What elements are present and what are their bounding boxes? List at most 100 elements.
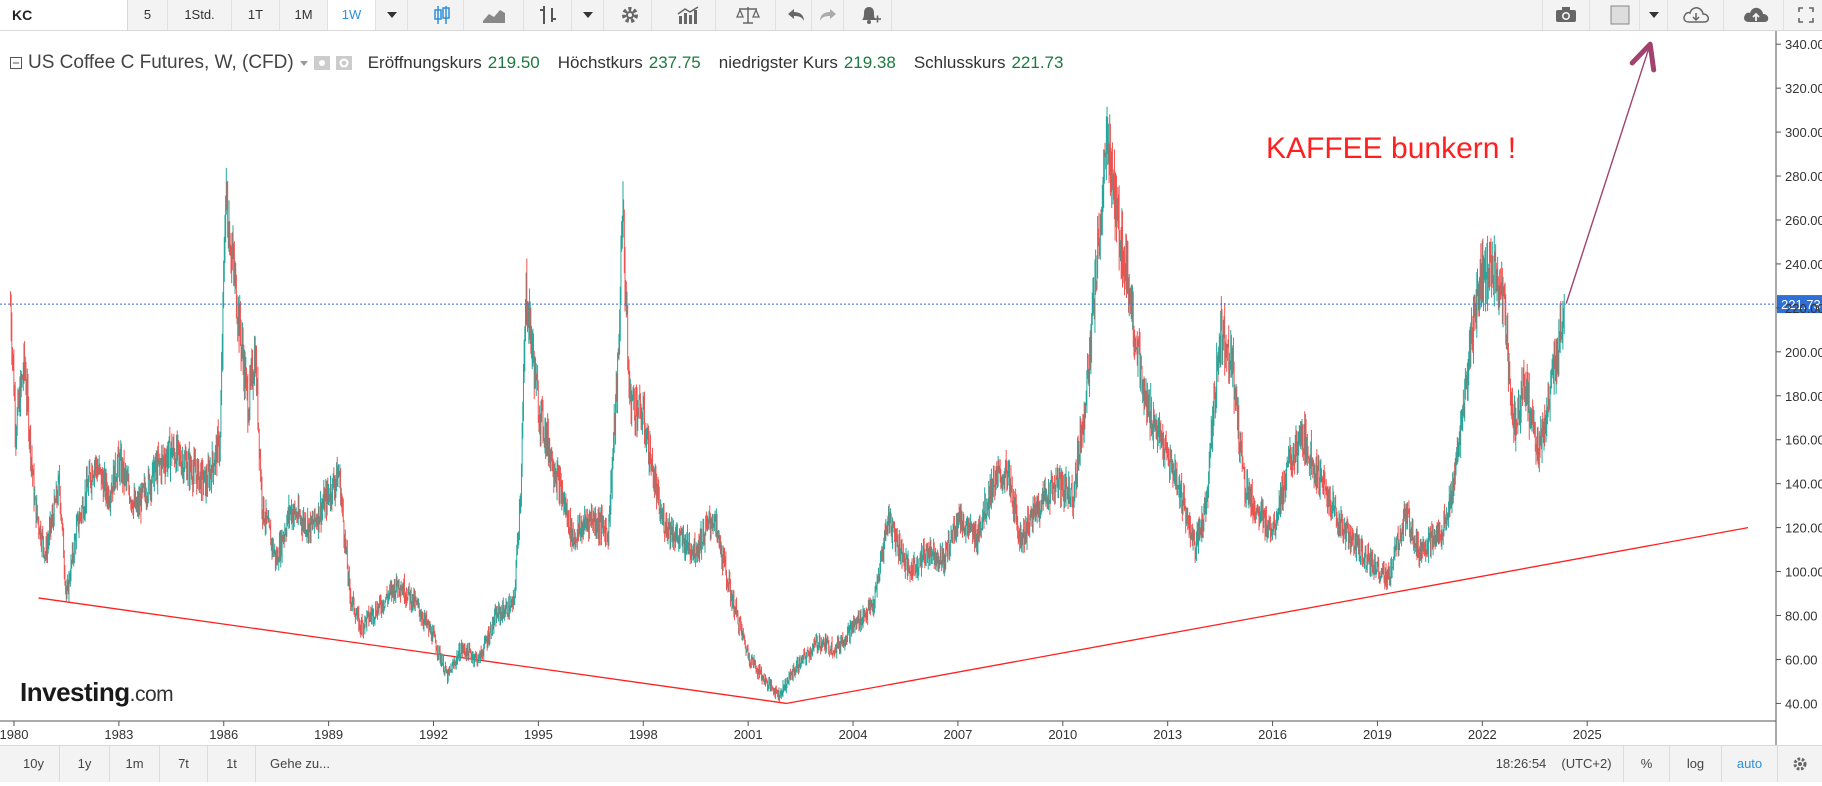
x-tick-label: 2013 xyxy=(1153,727,1182,742)
candlestick-chart-button[interactable] xyxy=(420,0,464,30)
range-1y[interactable]: 1y xyxy=(60,746,110,782)
x-tick-label: 2019 xyxy=(1363,727,1392,742)
interval-1w[interactable]: 1W xyxy=(328,0,376,30)
x-tick-label: 2007 xyxy=(943,727,972,742)
price-chart[interactable]: 221.73 40.00 60.00 80.00 100.00 120.00 140.00… xyxy=(0,31,1822,745)
plot-area xyxy=(0,31,1776,721)
open-value: 219.50 xyxy=(487,53,540,72)
undo-button[interactable] xyxy=(780,0,812,30)
y-tick-label: 120.00 xyxy=(1785,521,1822,536)
save-layout-button[interactable] xyxy=(1728,0,1784,30)
x-tick-label: 1998 xyxy=(629,727,658,742)
last-price-badge xyxy=(1777,295,1822,314)
screenshot-button[interactable] xyxy=(1542,0,1590,30)
interval-dropdown[interactable] xyxy=(376,0,408,30)
scale-icon xyxy=(735,7,760,24)
chevron-down-icon xyxy=(582,12,593,18)
x-tick-label: 2016 xyxy=(1258,727,1287,742)
chart-title: US Coffee C Futures, W, (CFD) xyxy=(28,52,294,73)
low-value: 219.38 xyxy=(843,53,896,72)
alert-button[interactable] xyxy=(848,0,892,30)
interval-1std[interactable]: 1Std. xyxy=(168,0,232,30)
y-tick-label: 300.00 xyxy=(1785,125,1822,140)
indicators-icon xyxy=(677,6,698,24)
range-10y[interactable]: 10y xyxy=(8,746,60,782)
y-tick-label: 80.00 xyxy=(1785,609,1818,624)
chart-legend: US Coffee C Futures, W, (CFD) Eröffnungs… xyxy=(10,52,1075,74)
area-chart-button[interactable] xyxy=(464,0,524,30)
y-axis-ticks: 40.00 60.00 80.00 100.00 120.00 140.00 160.00 1… xyxy=(1776,37,1822,711)
chevron-down-icon xyxy=(386,12,397,18)
bottom-toolbar: 10y 1y 1m 7t 1t Gehe zu... 18:26:54 (UTC… xyxy=(0,745,1822,782)
range-1m[interactable]: 1m xyxy=(110,746,160,782)
y-tick-label: 240.00 xyxy=(1785,257,1822,272)
x-tick-label: 1992 xyxy=(419,727,448,742)
y-tick-label: 320.00 xyxy=(1785,81,1822,96)
trendlines xyxy=(38,526,1749,705)
x-tick-label: 2004 xyxy=(839,727,868,742)
y-tick-label: 140.00 xyxy=(1785,477,1822,492)
x-axis-ticks: 1980 1983 1986 1989 1992 1995 1998 2001 2004 2007… xyxy=(0,721,1602,742)
range-1t[interactable]: 1t xyxy=(208,746,256,782)
range-7t[interactable]: 7t xyxy=(160,746,208,782)
indicators-button[interactable] xyxy=(660,0,716,30)
redo-icon xyxy=(819,9,836,21)
percent-scale-button[interactable]: % xyxy=(1624,746,1670,782)
bar-style-dropdown[interactable] xyxy=(572,0,604,30)
timezone-button[interactable]: (UTC+2) xyxy=(1550,746,1624,782)
x-tick-label: 2025 xyxy=(1573,727,1602,742)
arrow-head xyxy=(1629,41,1657,73)
legend-settings-icon[interactable] xyxy=(335,56,352,70)
chevron-down-icon xyxy=(1648,12,1659,18)
interval-1m[interactable]: 1M xyxy=(280,0,328,30)
chevron-down-icon[interactable] xyxy=(299,60,308,66)
y-tick-label: 40.00 xyxy=(1785,696,1818,711)
last-price-label: 221.73 xyxy=(1781,297,1821,312)
chart-settings-button[interactable] xyxy=(1778,746,1822,782)
clock-time: 18:26:54 xyxy=(1495,756,1547,771)
x-tick-label: 1980 xyxy=(0,727,28,742)
fullscreen-button[interactable] xyxy=(1790,0,1822,30)
bell-plus-icon xyxy=(861,7,881,24)
interval-1t[interactable]: 1T xyxy=(232,0,280,30)
logo-brand: Investing xyxy=(20,677,130,707)
load-layout-button[interactable] xyxy=(1668,0,1724,30)
y-tick-label: 260.00 xyxy=(1785,213,1822,228)
eye-icon[interactable] xyxy=(313,56,330,70)
interval-5[interactable]: 5 xyxy=(128,0,168,30)
close-label: Schlusskurs xyxy=(913,53,1006,72)
open-label: Eröffnungskurs xyxy=(367,53,482,72)
camera-icon xyxy=(1556,7,1576,22)
last-price-line-group: 221.73 xyxy=(0,295,1822,314)
high-label: Höchstkurs xyxy=(557,53,643,72)
y-tick-label: 60.00 xyxy=(1785,652,1818,667)
layout-dropdown[interactable] xyxy=(1640,0,1668,30)
settings-button[interactable] xyxy=(608,0,652,30)
ohlc-bars-icon xyxy=(539,6,556,24)
redo-button[interactable] xyxy=(812,0,844,30)
annotation-text: KAFFEE bunkern ! xyxy=(1266,132,1517,165)
x-tick-label: 2022 xyxy=(1468,727,1497,742)
arrow-shaft xyxy=(1565,43,1651,304)
cloud-download-icon xyxy=(1682,7,1709,23)
cloud-upload-icon xyxy=(1743,7,1768,22)
y-tick-label: 340.00 xyxy=(1785,37,1822,52)
bar-style-button[interactable] xyxy=(524,0,572,30)
x-tick-label: 1995 xyxy=(524,727,553,742)
x-tick-label: 1989 xyxy=(314,727,343,742)
layout-button[interactable] xyxy=(1600,0,1640,30)
x-tick-label: 2001 xyxy=(734,727,763,742)
auto-scale-button[interactable]: auto xyxy=(1722,746,1778,782)
square-icon xyxy=(1610,5,1629,25)
x-tick-label: 2010 xyxy=(1048,727,1077,742)
target-arrow xyxy=(1565,41,1657,304)
symbol-input[interactable]: KC xyxy=(0,0,128,30)
y-tick-label: 220.00 xyxy=(1785,301,1822,316)
x-tick-label: 1983 xyxy=(104,727,133,742)
close-value: 221.73 xyxy=(1011,53,1064,72)
goto-date-button[interactable]: Gehe zu... xyxy=(270,756,330,771)
compare-button[interactable] xyxy=(720,0,776,30)
log-scale-button[interactable]: log xyxy=(1670,746,1722,782)
y-tick-label: 200.00 xyxy=(1785,345,1822,360)
collapse-icon[interactable] xyxy=(10,57,22,69)
